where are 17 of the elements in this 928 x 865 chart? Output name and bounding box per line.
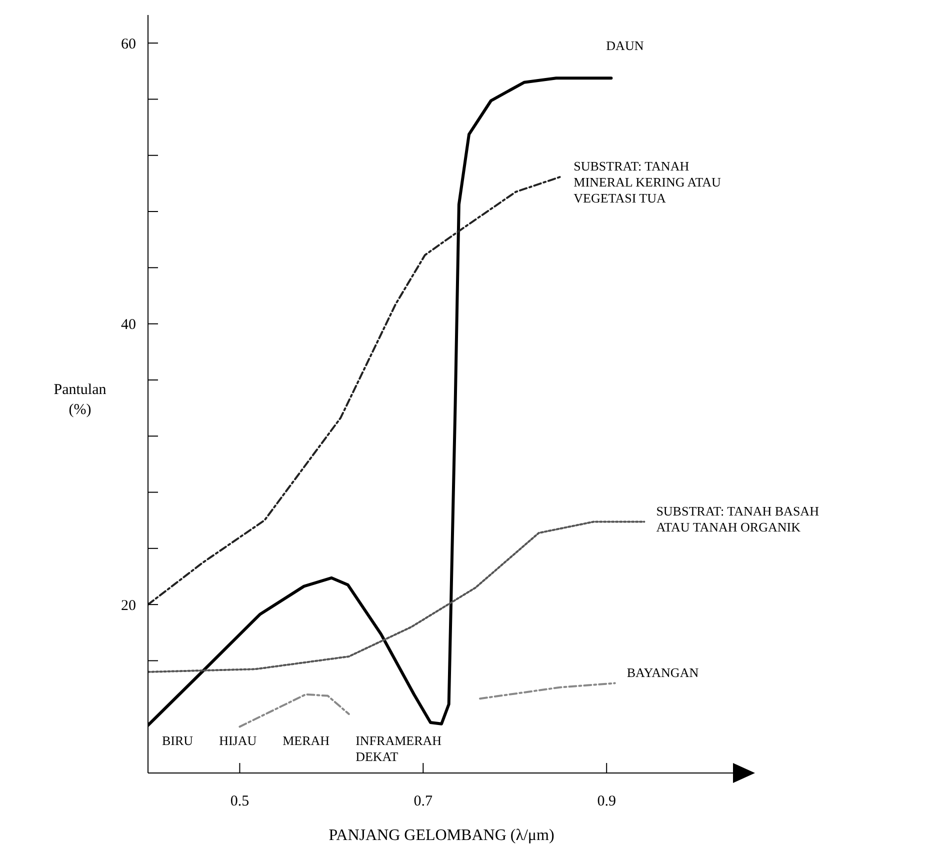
x-axis-title: PANJANG GELOMBANG (λ/μm) — [328, 827, 554, 844]
annotation: MERAH — [282, 733, 330, 749]
y-tick-label: 60 — [121, 36, 136, 52]
series-label: DAUN — [606, 38, 644, 54]
annotation: INFRAMERAH DEKAT — [356, 733, 443, 765]
annotation: BIRU — [162, 733, 194, 749]
series-label: BAYANGAN — [626, 665, 700, 680]
y-axis-title: Pantulan (%) — [54, 382, 107, 418]
y-tick-label: 20 — [121, 598, 136, 614]
x-tick-label: 0.9 — [597, 794, 616, 810]
series-label: SUBSTRAT: TANAH BASAH ATAU TANAH ORGANIK — [656, 504, 819, 535]
annotation: HIJAU — [219, 733, 257, 749]
y-tick-label: 40 — [121, 317, 136, 334]
line-series — [148, 175, 563, 606]
x-tick-label: 0.7 — [414, 794, 434, 810]
series-label: SUBSTRAT: TANAH MINERAL KERING ATAU VEGETASI TUA — [574, 158, 722, 206]
x-tick-label: 0.5 — [230, 794, 250, 810]
